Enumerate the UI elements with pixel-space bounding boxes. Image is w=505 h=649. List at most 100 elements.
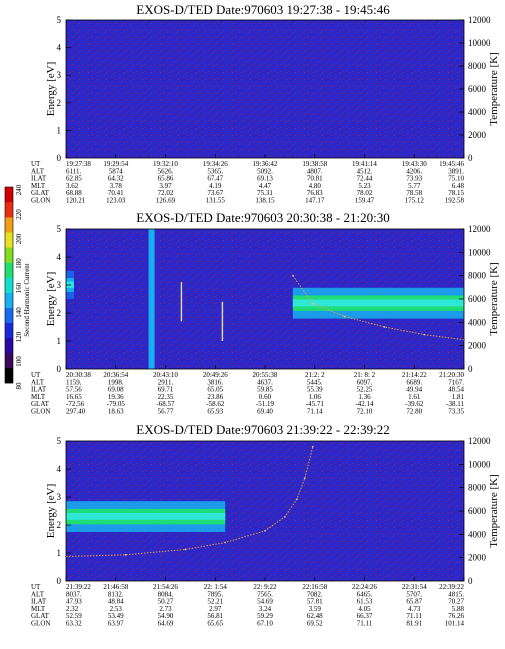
orbit-cell: 22:24:26 [352, 583, 377, 591]
orbit-cell: 4.05 [358, 605, 371, 613]
orbit-cell: 5874 [109, 167, 124, 175]
energy-tick-label: 1 [57, 336, 62, 346]
energy-tick-label: 1 [57, 125, 62, 135]
orbit-cell: -39.62 [405, 400, 424, 408]
orbit-cell: 4.73 [408, 605, 421, 613]
panel-2-title: EXOS-D/TED Date:970603 20:30:38 - 21:20:… [136, 210, 389, 225]
orbit-cell: 22: 9:22 [253, 583, 277, 591]
orbit-cell: 20:43:10 [153, 371, 178, 379]
orbit-cell: 52.25 [357, 386, 373, 394]
orbit-cell: 72.80 [406, 408, 422, 416]
orbit-cell: 63.32 [66, 620, 82, 628]
orbit-cell: 67.47 [207, 175, 223, 183]
panel-2-energy-label: Energy [eV] [45, 272, 57, 326]
orbit-cell: 1.06 [309, 393, 322, 401]
orbit-cell: 8084. [158, 590, 174, 598]
temperature-trace-point [224, 541, 227, 544]
panel-1-temperature-ticks: 0 2000 4000 6000 8000 10000 12000 [459, 15, 491, 163]
panel-3-energy-ticks: 0 1 2 3 4 5 [57, 436, 71, 586]
temperature-tick-label: 2000 [468, 341, 487, 351]
orbit-cell: 4.80 [309, 182, 322, 190]
temperature-trace-point [264, 529, 266, 532]
orbit-cell: 18.63 [108, 408, 124, 416]
orbit-cell: 20:55:38 [253, 371, 278, 379]
temperature-trace-point [383, 326, 386, 328]
temperature-tick-label: 0 [468, 153, 473, 163]
orbit-cell: 62.48 [307, 612, 323, 620]
temperature-tick-label: 2000 [468, 553, 487, 563]
orbit-cell: 76.83 [307, 189, 323, 197]
energy-tick-label: 5 [57, 224, 62, 234]
orbit-cell: 4512. [357, 167, 373, 175]
colorbar-block [5, 262, 13, 278]
temperature-tick-label: 12000 [468, 224, 491, 234]
colorbar-tick-label: 160 [15, 282, 23, 293]
orbit-cell: 20:30:38 [66, 371, 91, 379]
colorbar-frame [4, 186, 14, 384]
orbit-cell: 69.08 [108, 386, 124, 394]
colorbar-blocks [5, 187, 13, 384]
orbit-cell: 68.88 [66, 189, 82, 197]
orbit-row-label: UT [31, 583, 41, 591]
energy-tick-label: 3 [57, 70, 62, 80]
temperature-trace-point [295, 498, 298, 501]
orbit-cell: 67.10 [257, 620, 273, 628]
temperature-trace-point [311, 302, 314, 305]
temperature-tick-label: 0 [468, 364, 473, 374]
energy-tick-label: 2 [57, 308, 62, 318]
colorbar-block [5, 247, 13, 263]
orbit-cell: 101.14 [445, 620, 465, 628]
orbit-cell: 5.77 [408, 182, 421, 190]
temperature-trace-point [184, 548, 187, 551]
orbit-cell: 2.53 [110, 605, 123, 613]
energy-tick-label: 0 [57, 364, 62, 374]
orbit-cell: 1.36 [358, 393, 371, 401]
orbit-row-label: MLT [31, 605, 46, 613]
orbit-cell: 16.65 [66, 393, 82, 401]
orbit-cell: 21:46:58 [103, 583, 128, 591]
orbit-cell: 8132. [108, 590, 124, 598]
orbit-cell: 192.58 [445, 197, 465, 205]
orbit-cell: 6097. [357, 378, 373, 386]
energy-tick-label: 1 [57, 548, 62, 558]
orbit-cell: 73.67 [207, 189, 223, 197]
orbit-cell: 4.19 [209, 182, 222, 190]
temperature-tick-label: 4000 [468, 529, 487, 539]
orbit-cell: 78.15 [448, 189, 464, 197]
orbit-cell: 138.15 [255, 197, 275, 205]
orbit-cell: 52.59 [66, 612, 82, 620]
temperature-trace-point [423, 333, 426, 336]
colorbar-tick-label: 140 [15, 307, 23, 318]
orbit-cell: 8037. [66, 590, 82, 598]
orbit-cell: 19:27:38 [66, 160, 91, 168]
colorbar-block [5, 277, 13, 293]
orbit-cell: 71.14 [307, 408, 323, 416]
colorbar-tick-label: 220 [15, 209, 23, 220]
orbit-cell: 4807. [307, 167, 323, 175]
panel-2-energy-ticks: 0 1 2 3 4 5 [57, 224, 71, 374]
orbit-cell: -42.14 [355, 400, 374, 408]
panel-2-temperature-ticks: 0 2000 4000 6000 8000 10000 12000 [459, 224, 491, 374]
orbit-cell: 2911. [158, 378, 174, 386]
orbit-cell: 3891. [448, 167, 464, 175]
temperature-tick-label: 10000 [468, 38, 491, 48]
orbit-cell: 57.56 [66, 386, 82, 394]
orbit-cell: 3.78 [110, 182, 123, 190]
orbit-row-label: MLT [31, 182, 46, 190]
orbit-cell: 64.32 [108, 175, 124, 183]
orbit-cell: 5.23 [358, 182, 371, 190]
orbit-cell: 1.81 [452, 393, 465, 401]
colorbar-tick-label: 240 [15, 184, 23, 195]
orbit-cell: 22:39:22 [439, 583, 464, 591]
orbit-row-label: ALT [31, 590, 45, 598]
orbit-cell: 62.85 [66, 175, 82, 183]
orbit-cell: 21: 8: 2 [354, 371, 376, 379]
temperature-tick-label: 8000 [468, 271, 487, 281]
panel-3: EXOS-D/TED Date:970603 21:39:22 - 22:39:… [31, 422, 500, 628]
panel-1-energy-ticks: 0 1 2 3 4 5 [57, 15, 71, 163]
orbit-cell: 120.21 [66, 197, 86, 205]
orbit-cell: 175.12 [405, 197, 425, 205]
temperature-trace-point [284, 515, 286, 518]
